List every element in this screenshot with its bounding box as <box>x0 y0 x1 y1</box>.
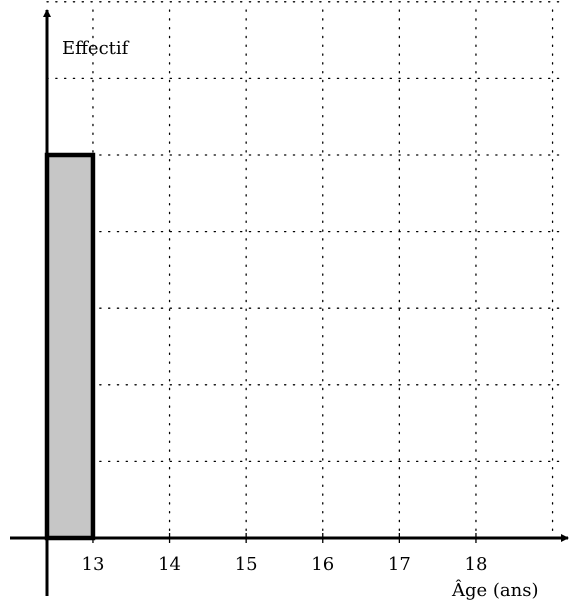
x-tick-label: 15 <box>235 554 258 575</box>
x-axis-title: Âge (ans) <box>451 578 539 601</box>
x-tick-label: 14 <box>158 554 181 575</box>
x-tick-label: 16 <box>311 554 334 575</box>
x-tick-label: 17 <box>388 554 411 575</box>
grid <box>47 2 564 538</box>
x-tick-label: 18 <box>465 554 488 575</box>
bars <box>47 155 93 538</box>
y-axis-title: Effectif <box>62 38 130 59</box>
x-tick-label: 13 <box>82 554 105 575</box>
histogram-bar <box>47 155 93 538</box>
